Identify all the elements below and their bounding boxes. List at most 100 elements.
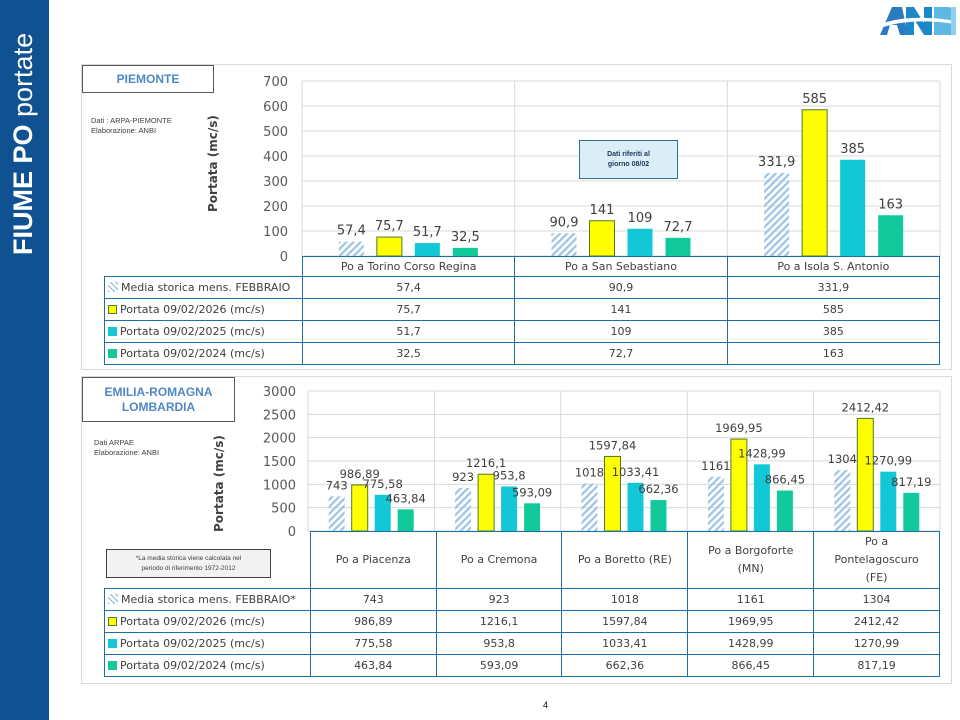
data-label: 57,4 bbox=[337, 224, 366, 239]
table-cell: 866,45 bbox=[687, 654, 815, 677]
table-cell: 32,5 bbox=[301, 342, 516, 365]
y-tick-label: 0 bbox=[288, 525, 296, 540]
y-tick-label: 0 bbox=[280, 250, 288, 265]
table-cell: 953,8 bbox=[435, 632, 563, 655]
region-title-text: PIEMONTE bbox=[116, 71, 180, 86]
bar-green bbox=[650, 500, 667, 531]
category-label: Po a Boretto (RE) bbox=[561, 531, 689, 589]
data-source-piemonte: Dati : ARPA-PIEMONTE Elaborazione: ANBI bbox=[91, 116, 172, 136]
legend-swatch-icon bbox=[108, 617, 117, 626]
table-cell: 743 bbox=[309, 588, 437, 611]
data-label: 923 bbox=[452, 470, 474, 484]
bar-hatch bbox=[455, 487, 472, 531]
data-label: 775,58 bbox=[363, 477, 403, 491]
data-label: 1597,84 bbox=[589, 438, 637, 452]
data-label: 109 bbox=[628, 211, 653, 226]
legend-label: Portata 09/02/2026 (mc/s) bbox=[120, 615, 265, 628]
data-label: 463,84 bbox=[386, 491, 426, 505]
region-title-emilia: EMILIA-ROMAGNA LOMBARDIA bbox=[82, 377, 235, 422]
y-tick-label: 3000 bbox=[263, 385, 296, 400]
table-cell: 163 bbox=[726, 342, 941, 365]
table-cell: 923 bbox=[435, 588, 563, 611]
bar-cyan bbox=[501, 486, 518, 531]
bar-cyan bbox=[753, 464, 770, 531]
data-table-piemonte: Po a Torino Corso Regina Po a San Sebasti… bbox=[104, 256, 941, 365]
data-label: 1428,99 bbox=[738, 446, 786, 460]
table-cell: 593,09 bbox=[435, 654, 563, 677]
y-tick-label: 600 bbox=[263, 100, 288, 115]
category-label-line: (MN) bbox=[737, 562, 764, 575]
sidebar-banner: FIUME PO portate bbox=[0, 0, 49, 720]
y-tick-label: 1500 bbox=[263, 455, 296, 470]
bar-cyan bbox=[627, 482, 644, 531]
category-label: Po a Cremona bbox=[435, 531, 563, 589]
legend-swatch-icon bbox=[108, 349, 117, 358]
y-tick-label: 1000 bbox=[263, 478, 296, 493]
y-tick-label: 100 bbox=[263, 225, 288, 240]
table-row: Portata 09/02/2024 (mc/s) 32,5 72,7 163 bbox=[104, 342, 941, 365]
table-cell: 662,36 bbox=[561, 654, 689, 677]
bar-cyan bbox=[840, 159, 866, 256]
table-cell: 1161 bbox=[687, 588, 815, 611]
legend-label: Portata 09/02/2026 (mc/s) bbox=[120, 303, 265, 316]
footnote-box: *La media storica viene calcolata nel pe… bbox=[106, 549, 271, 578]
bar-green bbox=[665, 237, 691, 256]
data-source-emilia: Dati ARPAE Elaborazione: ANBI bbox=[94, 438, 159, 458]
data-label: 743 bbox=[326, 478, 348, 492]
bar-hatch bbox=[707, 476, 724, 531]
bar-yellow bbox=[376, 236, 403, 257]
table-cell: 1597,84 bbox=[561, 610, 689, 633]
legend-label: Portata 09/02/2024 (mc/s) bbox=[120, 659, 265, 672]
data-label: 163 bbox=[878, 197, 903, 212]
table-row: Media storica mens. FEBBRAIO* 743 923 1018 1… bbox=[104, 588, 940, 611]
category-label: Po a Pontelagoscuro (FE) bbox=[813, 531, 940, 589]
category-label-line: Po a Torino Corso Regina bbox=[340, 259, 477, 273]
bar-green bbox=[878, 215, 904, 256]
y-tick-label: 200 bbox=[263, 200, 288, 215]
bar-yellow bbox=[351, 484, 369, 532]
legend-swatch-icon bbox=[108, 305, 117, 314]
data-label: 1018 bbox=[575, 465, 604, 479]
table-cell: 1216,1 bbox=[435, 610, 563, 633]
category-label-line: Po a bbox=[864, 535, 889, 548]
data-label: 1033,41 bbox=[612, 465, 660, 479]
bar-cyan bbox=[414, 243, 440, 256]
category-label-line: Pontelagoscuro bbox=[834, 553, 919, 566]
bar-yellow bbox=[856, 417, 874, 532]
region-title-piemonte: PIEMONTE bbox=[82, 65, 214, 93]
data-label: 1270,99 bbox=[865, 454, 913, 468]
data-label: 1969,95 bbox=[715, 421, 763, 435]
anbi-logo-icon bbox=[878, 7, 956, 36]
source-line: Dati ARPAE bbox=[94, 438, 134, 447]
category-label-line: (FE) bbox=[865, 571, 888, 584]
data-label: 953,8 bbox=[493, 468, 526, 482]
table-cell: 1304 bbox=[813, 588, 940, 611]
bar-cyan bbox=[374, 494, 391, 531]
table-cell: 1018 bbox=[561, 588, 689, 611]
y-tick-label: 700 bbox=[263, 75, 288, 90]
legend-entry: Portata 09/02/2025 (mc/s) bbox=[104, 632, 311, 655]
legend-entry: Media storica mens. FEBBRAIO* bbox=[104, 588, 311, 611]
category-label-line: Po a Isola S. Antonio bbox=[777, 259, 890, 273]
data-label: 141 bbox=[590, 203, 615, 218]
data-label: 385 bbox=[840, 142, 865, 157]
category-label-line: Po a Boretto (RE) bbox=[577, 553, 672, 566]
bar-yellow bbox=[477, 473, 495, 532]
legend-entry: Media storica mens. FEBBRAIO bbox=[104, 276, 303, 299]
bar-cyan bbox=[627, 228, 653, 256]
data-label: 2412,42 bbox=[842, 400, 890, 414]
page-number: 4 bbox=[543, 700, 549, 710]
legend-swatch-icon bbox=[108, 327, 117, 336]
bar-cyan bbox=[880, 471, 897, 531]
legend-swatch-icon bbox=[108, 282, 118, 292]
table-row: Portata 09/02/2024 (mc/s) 463,84 593,09 662… bbox=[104, 654, 940, 677]
data-label: 866,45 bbox=[765, 473, 805, 487]
note-line: Dati riferiti al bbox=[607, 150, 650, 158]
legend-label: Portata 09/02/2025 (mc/s) bbox=[120, 325, 265, 338]
data-label: 986,89 bbox=[340, 467, 380, 481]
bar-green bbox=[903, 492, 920, 531]
bar-hatch bbox=[551, 233, 577, 256]
legend-label: Portata 09/02/2024 (mc/s) bbox=[120, 347, 265, 360]
